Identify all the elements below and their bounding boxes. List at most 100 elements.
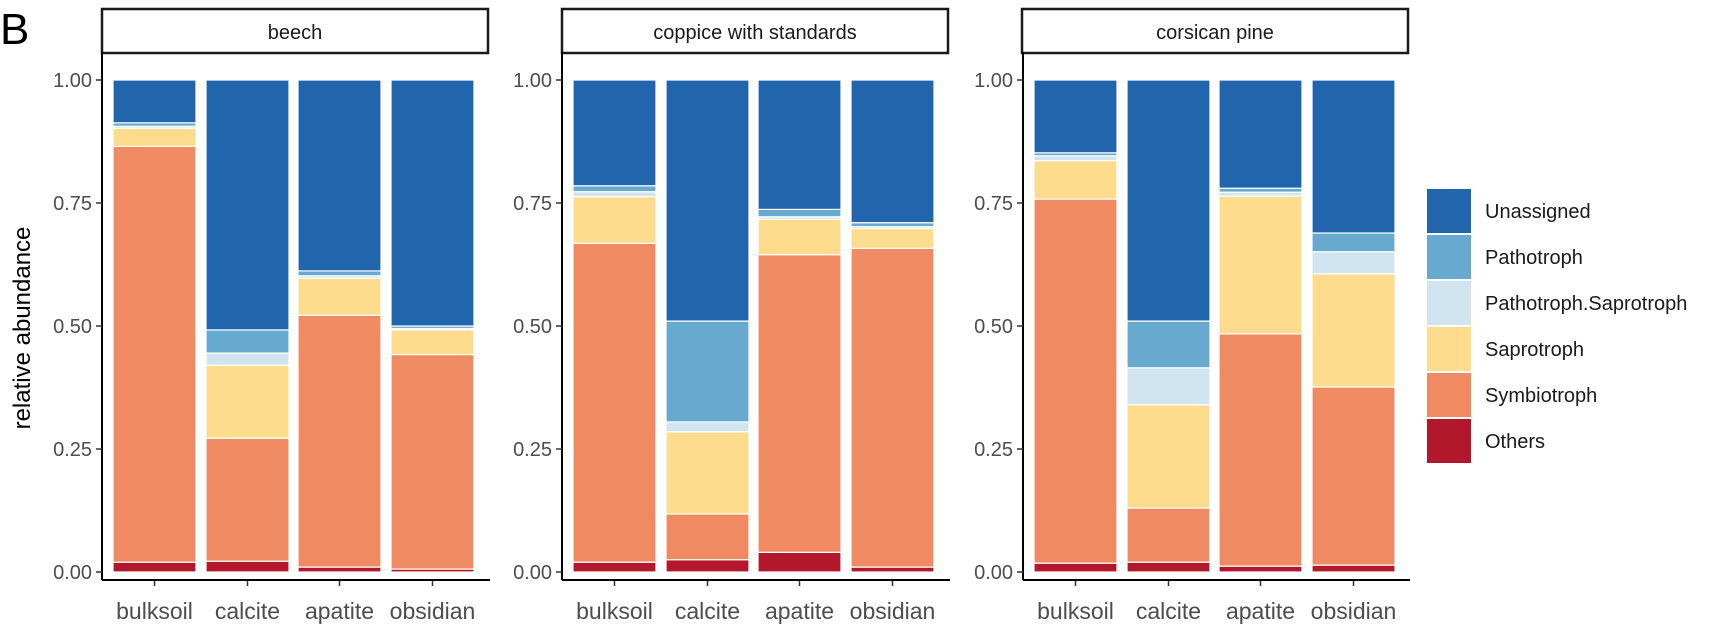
- y-tick-label: 0.50: [53, 316, 92, 338]
- x-tick-label: apatite: [765, 598, 834, 624]
- bar-segment: [757, 551, 842, 573]
- facet-strip: [1020, 7, 1410, 55]
- bar-segment: [665, 79, 750, 322]
- x-tick-label: apatite: [305, 598, 374, 624]
- x-tick-label: calcite: [215, 598, 280, 624]
- x-tick-label: bulksoil: [576, 598, 653, 624]
- bar-segment: [1126, 507, 1211, 563]
- bar-segment: [1218, 565, 1303, 573]
- bar-segment: [1126, 79, 1211, 322]
- bar-segment: [665, 421, 750, 433]
- y-tick-label: 0.00: [513, 562, 552, 584]
- bar-segment: [757, 79, 842, 210]
- bar-segment: [665, 513, 750, 561]
- bar-segment: [1218, 79, 1303, 189]
- legend-key: [1427, 235, 1471, 279]
- bar-segment: [390, 329, 475, 356]
- x-tick-label: bulksoil: [116, 598, 193, 624]
- bar-segment: [1033, 198, 1118, 564]
- bar-segment: [1033, 79, 1118, 154]
- bar-segment: [297, 314, 382, 568]
- bar-segment: [1311, 564, 1396, 573]
- bar-segment: [757, 218, 842, 256]
- bar-segment: [572, 185, 657, 193]
- bar-segment: [1033, 562, 1118, 573]
- x-tick-label: calcite: [1136, 598, 1201, 624]
- bar-segment: [1311, 386, 1396, 566]
- legend-label: Pathotroph.Saprotroph: [1485, 293, 1687, 315]
- y-axis-title: relative abundance: [9, 227, 36, 430]
- y-tick-label: 1.00: [513, 70, 552, 92]
- bar-segment: [1126, 320, 1211, 369]
- legend-key: [1427, 189, 1471, 233]
- bar-segment: [665, 431, 750, 515]
- bar-segment: [1218, 195, 1303, 335]
- bar-segment: [297, 277, 382, 316]
- legend-key: [1427, 373, 1471, 417]
- bar-segment: [205, 560, 290, 573]
- legend: Unassigned Pathotroph Pathotroph.Saprotrop…: [1427, 189, 1687, 463]
- y-tick-label: 1.00: [974, 70, 1013, 92]
- bar-segment: [850, 247, 935, 568]
- bar-segment: [572, 561, 657, 573]
- x-tick-label: calcite: [675, 598, 740, 624]
- bar-segment: [1126, 561, 1211, 573]
- bar-segment: [757, 208, 842, 218]
- x-tick-label: bulksoil: [1037, 598, 1114, 624]
- x-tick-label: obsidian: [850, 598, 936, 624]
- bar-segment: [205, 364, 290, 439]
- bar-segment: [572, 196, 657, 244]
- y-tick-label: 0.50: [974, 316, 1013, 338]
- bar-segment: [112, 145, 197, 563]
- bar-segment: [1033, 155, 1118, 162]
- panel-tag: B: [0, 5, 29, 54]
- facet-title: coppice with standards: [653, 22, 856, 44]
- y-tick-label: 0.25: [53, 439, 92, 461]
- bar-segment: [850, 227, 935, 249]
- y-tick-label: 0.00: [974, 562, 1013, 584]
- bar-segment: [112, 79, 197, 124]
- facet-panel: beech bulksoil calcite apatite obsidian 0.00 0…: [53, 7, 490, 624]
- bar-segment: [1033, 160, 1118, 200]
- bar-segment: [297, 79, 382, 272]
- facet-panels: beech bulksoil calcite apatite obsidian 0.00 0…: [53, 7, 1410, 624]
- y-tick-label: 0.50: [513, 316, 552, 338]
- bar-segment: [1311, 79, 1396, 234]
- legend-label: Unassigned: [1485, 201, 1591, 223]
- bar-segment: [390, 79, 475, 327]
- y-tick-label: 1.00: [53, 70, 92, 92]
- legend-key: [1427, 419, 1471, 463]
- legend-key: [1427, 281, 1471, 325]
- y-tick-label: 0.75: [974, 193, 1013, 215]
- bar-segment: [1311, 273, 1396, 388]
- bar-segment: [112, 561, 197, 573]
- y-tick-label: 0.25: [974, 439, 1013, 461]
- x-tick-label: obsidian: [390, 598, 476, 624]
- bar-segment: [112, 127, 197, 148]
- bar-segment: [572, 191, 657, 198]
- facet-strip: [100, 7, 490, 55]
- bar-segment: [572, 79, 657, 187]
- bar-segment: [665, 320, 750, 423]
- bar-segment: [850, 79, 935, 224]
- bar-segment: [1311, 251, 1396, 275]
- x-tick-label: apatite: [1226, 598, 1295, 624]
- legend-label: Others: [1485, 431, 1545, 453]
- bar-segment: [1311, 232, 1396, 253]
- bar-segment: [572, 242, 657, 563]
- legend-label: Pathotroph: [1485, 247, 1583, 269]
- bar-segment: [205, 352, 290, 366]
- bar-segment: [205, 79, 290, 331]
- bar-segment: [850, 566, 935, 573]
- y-tick-label: 0.75: [513, 193, 552, 215]
- bar-segment: [297, 270, 382, 277]
- bar-segment: [1126, 404, 1211, 509]
- y-tick-label: 0.25: [513, 439, 552, 461]
- legend-label: Symbiotroph: [1485, 385, 1597, 407]
- bar-segment: [205, 329, 290, 354]
- facet-title: corsican pine: [1156, 22, 1274, 44]
- y-tick-label: 0.00: [53, 562, 92, 584]
- bar-segment: [297, 566, 382, 573]
- facet-panel: corsican pine bulksoil calcite apatite obsid…: [974, 7, 1410, 624]
